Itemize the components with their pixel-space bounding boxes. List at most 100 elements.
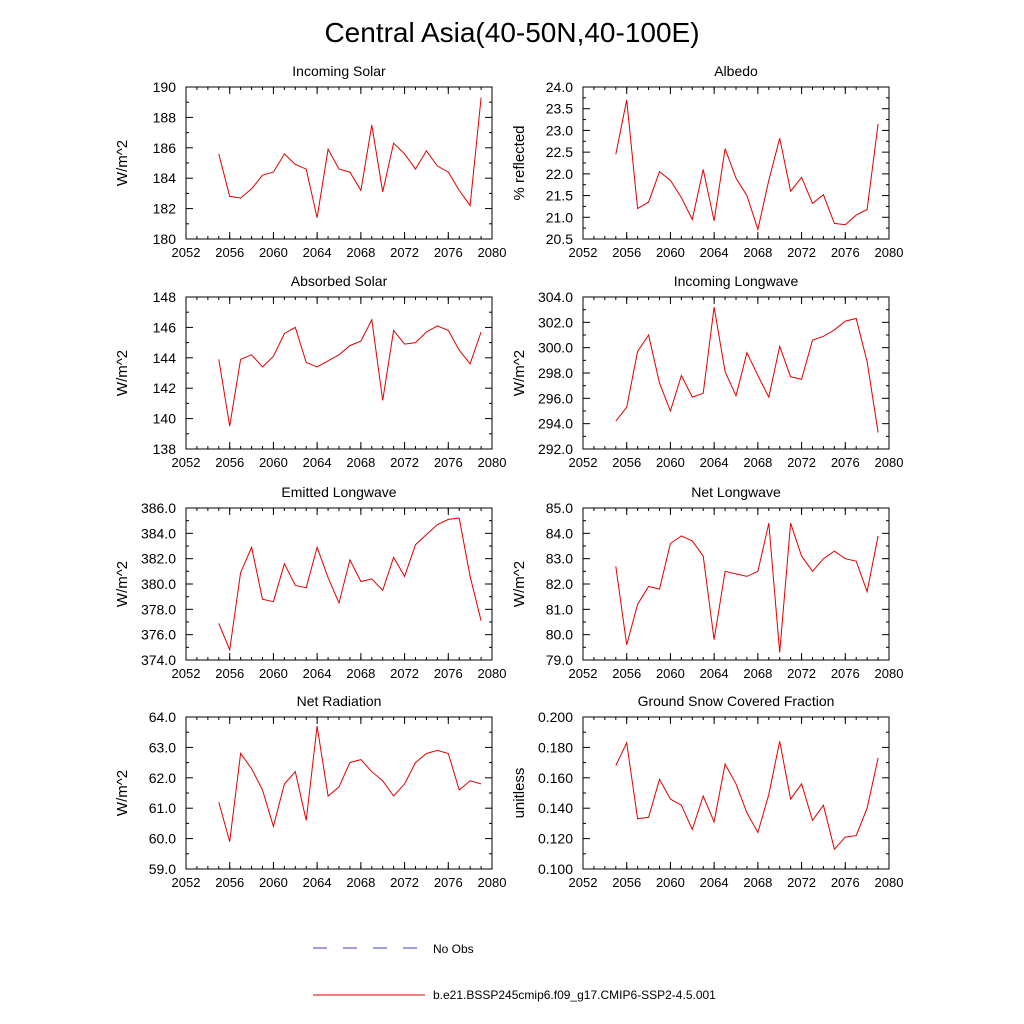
x-tick-label: 2068: [743, 245, 772, 260]
series-line: [218, 726, 482, 842]
y-axis-label: W/m^2: [511, 561, 528, 607]
x-tick-label: 2072: [787, 666, 816, 681]
chart-panel: Incoming Solar W/m^2 2052 2056 2060 2064 2068 2…: [114, 63, 506, 260]
panel-title: Albedo: [714, 63, 758, 79]
y-tick-label: 80.0: [546, 627, 573, 643]
x-tick-label: 2060: [656, 245, 685, 260]
x-tick-label: 2076: [831, 245, 860, 260]
y-tick-label: 85.0: [546, 500, 573, 516]
y-tick-label: 378.0: [141, 601, 176, 617]
x-tick-label: 2076: [434, 875, 463, 890]
x-tick-label: 2052: [172, 245, 201, 260]
y-axis-label: % reflected: [511, 125, 528, 200]
figure-title: Central Asia(40-50N,40-100E): [324, 17, 699, 48]
y-tick-label: 294.0: [538, 416, 573, 432]
y-tick-label: 0.100: [538, 861, 573, 877]
x-tick-label: 2060: [259, 455, 288, 470]
x-tick-label: 2056: [612, 455, 641, 470]
y-tick-label: 138: [153, 441, 177, 457]
x-tick-label: 2068: [346, 875, 375, 890]
x-tick-label: 2064: [303, 666, 332, 681]
chart-panel: Ground Snow Covered Fraction unitless 2052…: [511, 693, 903, 890]
panel-title: Ground Snow Covered Fraction: [638, 693, 835, 709]
series-line: [218, 517, 482, 652]
x-tick-label: 2080: [478, 245, 507, 260]
chart-panel: Albedo % reflected 2052 2056 2060 2064 2068 207…: [511, 63, 903, 260]
y-tick-label: 382.0: [141, 551, 176, 567]
x-tick-label: 2056: [612, 666, 641, 681]
x-tick-label: 2080: [875, 455, 904, 470]
y-tick-label: 83.0: [546, 551, 573, 567]
y-tick-label: 190: [153, 79, 177, 95]
x-tick-label: 2076: [434, 455, 463, 470]
series-line: [218, 97, 482, 218]
x-tick-label: 2072: [787, 245, 816, 260]
y-tick-label: 0.140: [538, 800, 573, 816]
x-tick-label: 2064: [303, 245, 332, 260]
x-tick-label: 2076: [831, 455, 860, 470]
y-tick-label: 22.0: [546, 166, 573, 182]
y-tick-label: 304.0: [538, 289, 573, 305]
y-tick-label: 374.0: [141, 652, 176, 668]
x-tick-label: 2072: [390, 875, 419, 890]
y-tick-label: 64.0: [149, 709, 176, 725]
x-tick-label: 2052: [569, 875, 598, 890]
x-tick-label: 2076: [434, 245, 463, 260]
y-tick-label: 148: [153, 289, 177, 305]
y-tick-label: 384.0: [141, 525, 176, 541]
chart-panel: Emitted Longwave W/m^2 2052 2056 2060 2064 206…: [114, 484, 506, 681]
chart-panel: Net Longwave W/m^2 2052 2056 2060 2064 2068 207…: [511, 484, 903, 681]
y-tick-label: 24.0: [546, 79, 573, 95]
y-tick-label: 0.200: [538, 709, 573, 725]
series-line: [218, 318, 482, 427]
y-tick-label: 22.5: [546, 144, 573, 160]
series-line: [615, 741, 879, 851]
x-tick-label: 2052: [569, 455, 598, 470]
x-tick-label: 2064: [700, 245, 729, 260]
y-tick-label: 146: [153, 319, 177, 335]
y-tick-label: 386.0: [141, 500, 176, 516]
panel-title: Net Radiation: [297, 693, 382, 709]
x-tick-label: 2052: [172, 666, 201, 681]
x-tick-label: 2064: [303, 875, 332, 890]
chart-panel: Incoming Longwave W/m^2 2052 2056 2060 2064 20…: [511, 273, 903, 470]
panel-title: Emitted Longwave: [281, 484, 396, 500]
x-tick-label: 2060: [259, 245, 288, 260]
x-tick-label: 2080: [478, 875, 507, 890]
x-tick-label: 2080: [875, 245, 904, 260]
x-tick-label: 2080: [875, 666, 904, 681]
x-tick-label: 2076: [434, 666, 463, 681]
x-tick-label: 2080: [478, 455, 507, 470]
x-tick-label: 2072: [390, 245, 419, 260]
plot-frame: [185, 507, 493, 661]
x-tick-label: 2056: [612, 245, 641, 260]
x-tick-label: 2072: [390, 455, 419, 470]
y-tick-label: 21.5: [546, 188, 573, 204]
x-tick-label: 2060: [656, 875, 685, 890]
plot-frame: [582, 716, 890, 870]
y-tick-label: 84.0: [546, 525, 573, 541]
legend-model-label: b.e21.BSSP245cmip6.f09_g17.CMIP6-SSP2-4.…: [433, 988, 716, 1002]
series-line: [615, 523, 879, 653]
y-tick-label: 0.180: [538, 739, 573, 755]
x-tick-label: 2076: [831, 666, 860, 681]
y-tick-label: 302.0: [538, 314, 573, 330]
x-tick-label: 2060: [259, 666, 288, 681]
x-tick-label: 2068: [346, 245, 375, 260]
y-axis-label: W/m^2: [114, 770, 131, 816]
y-axis-label: W/m^2: [114, 350, 131, 396]
y-tick-label: 380.0: [141, 576, 176, 592]
x-tick-label: 2064: [303, 455, 332, 470]
x-tick-label: 2052: [172, 875, 201, 890]
y-tick-label: 300.0: [538, 340, 573, 356]
x-tick-label: 2056: [215, 666, 244, 681]
y-tick-label: 186: [153, 140, 177, 156]
plot-frame: [185, 86, 493, 240]
y-axis-label: W/m^2: [114, 561, 131, 607]
x-tick-label: 2056: [215, 875, 244, 890]
plot-frame: [185, 716, 493, 870]
y-tick-label: 20.5: [546, 231, 573, 247]
plot-frame: [185, 296, 493, 450]
x-tick-label: 2080: [478, 666, 507, 681]
